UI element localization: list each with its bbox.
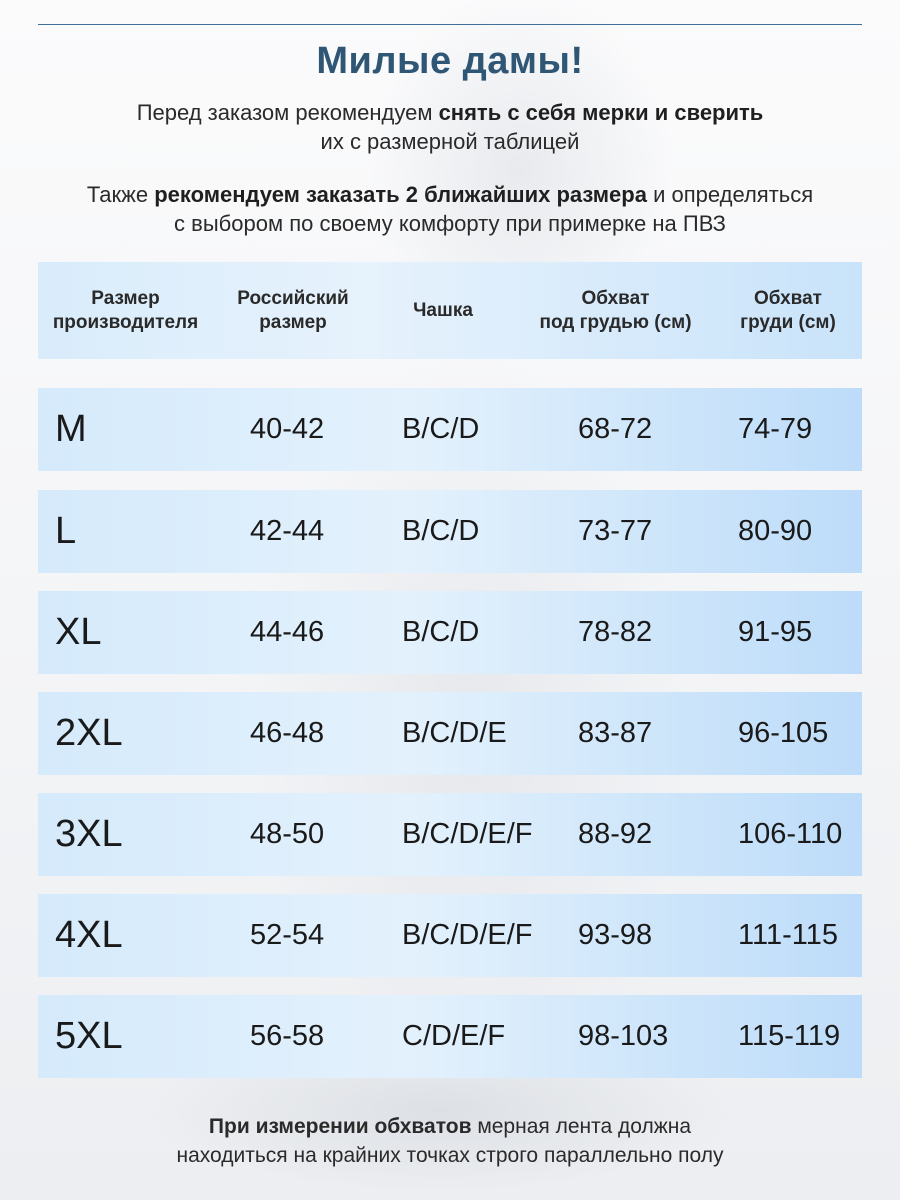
cell-manufacturer-size: 4XL	[55, 914, 123, 956]
cell-manufacturer-size: L	[55, 510, 77, 552]
cell-bust: 106-110	[738, 818, 843, 850]
intro-paragraph-2: Также рекомендуем заказать 2 ближайших р…	[40, 180, 860, 238]
table-row: L 42-44 B/C/D 73-77 80-90	[38, 490, 862, 573]
cell-manufacturer-size: XL	[55, 611, 102, 653]
header-line: Чашка	[413, 299, 473, 321]
intro1-text-a: Перед заказом рекомендуем	[136, 100, 439, 125]
cell-underbust: 98-103	[578, 1020, 669, 1052]
cell-cup: B/C/D	[402, 515, 480, 547]
cell-bust: 80-90	[738, 515, 813, 547]
intro2-text-c: и определяться	[646, 182, 814, 207]
table-row: 3XL 48-50 B/C/D/E/F 88-92 106-110	[38, 793, 862, 876]
top-divider	[38, 24, 862, 25]
cell-cup: B/C/D/E	[402, 717, 507, 749]
cell-manufacturer-size: 2XL	[55, 712, 123, 754]
cell-manufacturer-size: 3XL	[55, 813, 123, 855]
cell-russian-size: 56-58	[250, 1020, 325, 1052]
header-russian-size: Российский размер	[213, 262, 373, 359]
cell-cup: B/C/D	[402, 413, 480, 445]
header-line: Размер	[91, 287, 160, 309]
intro1-text-b: снять с себя мерки и сверить	[438, 100, 764, 125]
header-line: размер	[259, 311, 327, 333]
header-bust: Обхват груди (см)	[713, 262, 863, 359]
header-line: под грудью (см)	[539, 311, 692, 333]
cell-manufacturer-size: M	[55, 408, 87, 450]
footer-text-a: При измерении обхватов	[208, 1115, 472, 1138]
cell-russian-size: 48-50	[250, 818, 325, 850]
cell-russian-size: 52-54	[250, 919, 325, 951]
table-row: XL 44-46 B/C/D 78-82 91-95	[38, 591, 862, 674]
header-line: Обхват	[581, 287, 650, 309]
header-line: Российский	[237, 287, 349, 309]
header-line: Обхват	[754, 287, 822, 309]
table-row: M 40-42 B/C/D 68-72 74-79	[38, 388, 862, 471]
table-row: 5XL 56-58 C/D/E/F 98-103 115-119	[38, 995, 862, 1078]
cell-bust: 96-105	[738, 717, 829, 749]
cell-cup: B/C/D/E/F	[402, 919, 533, 951]
cell-underbust: 88-92	[578, 818, 653, 850]
cell-bust: 91-95	[738, 616, 813, 648]
size-table-header: Размер производителя Российский размер Чаш…	[38, 262, 862, 359]
cell-russian-size: 44-46	[250, 616, 325, 648]
cell-russian-size: 40-42	[250, 413, 325, 445]
header-line: производителя	[52, 311, 199, 333]
intro1-text-c: их с размерной таблицей	[320, 129, 580, 154]
cell-underbust: 68-72	[578, 413, 653, 445]
cell-bust: 74-79	[738, 413, 813, 445]
cell-bust: 111-115	[738, 919, 838, 951]
measurement-note: При измерении обхватов мерная лента долж…	[40, 1112, 860, 1170]
cell-underbust: 73-77	[578, 515, 653, 547]
cell-manufacturer-size: 5XL	[55, 1015, 123, 1057]
cell-underbust: 93-98	[578, 919, 653, 951]
footer-text-c: находиться на крайних точках строго пара…	[176, 1144, 724, 1167]
header-underbust: Обхват под грудью (см)	[518, 262, 713, 359]
footer-text-b: мерная лента должна	[471, 1115, 692, 1138]
cell-cup: B/C/D	[402, 616, 480, 648]
intro2-text-b: рекомендуем заказать 2 ближайших размера	[154, 182, 647, 207]
header-manufacturer-size: Размер производителя	[38, 262, 213, 359]
cell-cup: B/C/D/E/F	[402, 818, 533, 850]
cell-underbust: 83-87	[578, 717, 653, 749]
intro2-text-d: с выбором по своему комфорту при примерк…	[174, 211, 726, 236]
page-title: Милые дамы!	[316, 40, 584, 82]
header-cup: Чашка	[383, 262, 503, 359]
cell-cup: C/D/E/F	[402, 1020, 506, 1052]
table-row: 4XL 52-54 B/C/D/E/F 93-98 111-115	[38, 894, 862, 977]
header-line: груди (см)	[740, 311, 836, 333]
intro-paragraph-1: Перед заказом рекомендуем снять с себя м…	[40, 98, 860, 156]
cell-russian-size: 42-44	[250, 515, 325, 547]
cell-underbust: 78-82	[578, 616, 653, 648]
intro2-text-a: Также	[86, 182, 155, 207]
cell-bust: 115-119	[738, 1020, 841, 1052]
cell-russian-size: 46-48	[250, 717, 325, 749]
table-row: 2XL 46-48 B/C/D/E 83-87 96-105	[38, 692, 862, 775]
